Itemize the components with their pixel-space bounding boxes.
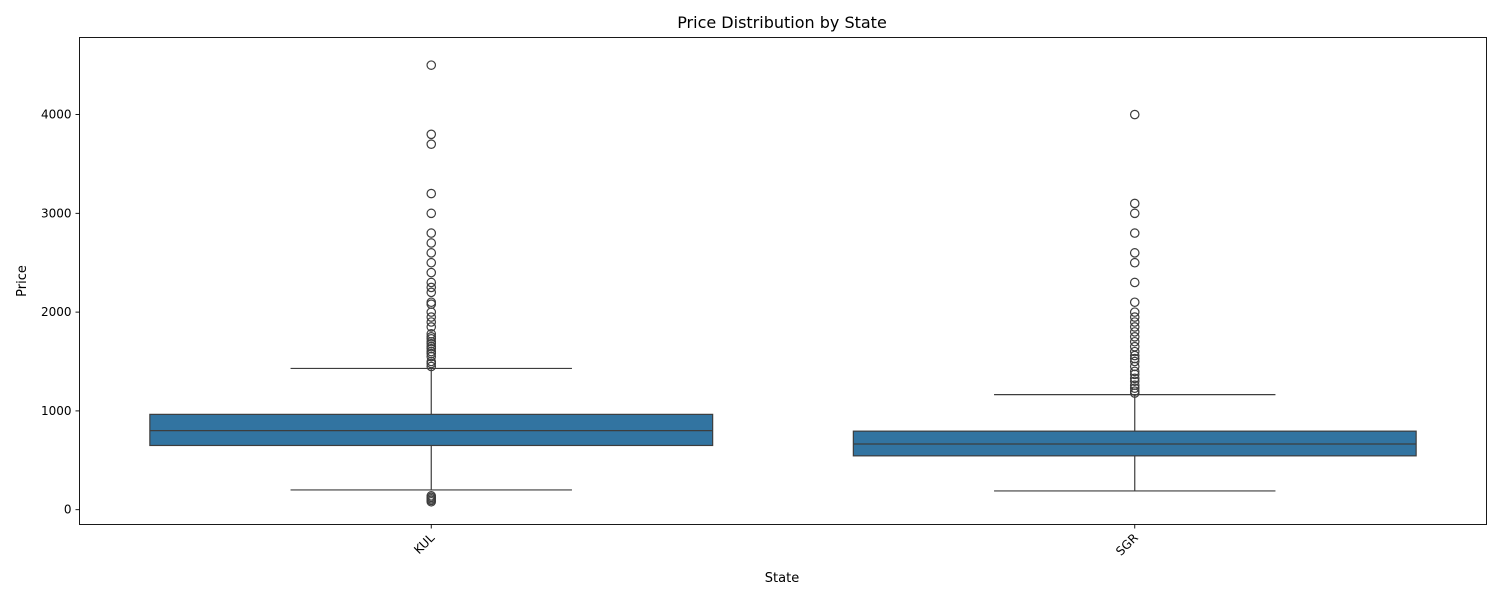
outlier-point [426,329,437,339]
outlier-point [426,60,437,70]
outlier-point [1129,356,1140,367]
outlier-point [1129,346,1140,357]
outlier-point [426,277,437,288]
outlier-point [1129,366,1140,377]
chart-title: Price Distribution by State [677,13,887,32]
outlier-point [1129,361,1140,372]
plot-frame [79,37,1487,525]
y-tick-label: 3000 [41,206,72,220]
box-group-kul [149,60,714,507]
outlier-point [426,361,437,372]
outlier-point [426,307,437,317]
y-tick-label: 4000 [41,108,72,122]
outlier-point [426,208,437,219]
outlier-point [1129,208,1140,219]
outlier-point [426,228,437,238]
x-tick-label: KUL [411,530,437,556]
outlier-point [1129,327,1140,337]
outlier-point [426,248,437,258]
outlier-point [1129,383,1140,393]
y-axis-label: Price [15,265,30,297]
outlier-point [426,287,437,298]
outlier-point [426,317,437,327]
outlier-point [426,267,437,278]
outlier-point [426,188,437,199]
outlier-point [426,322,437,332]
outlier-point [1129,109,1140,120]
outlier-point [426,332,437,342]
y-tick-label: 0 [64,503,72,517]
outlier-point [1129,386,1140,396]
outlier-point [426,139,437,149]
outlier-point [1129,198,1140,209]
outlier-point [1129,336,1140,347]
outlier-point [426,257,437,268]
outlier-point [1129,297,1140,308]
x-axis: KUL SGR [411,524,1141,559]
outlier-point [426,356,437,367]
plot-content [149,60,1417,507]
outlier-point [1129,307,1140,317]
outlier-point [1129,373,1140,384]
outlier-point [426,312,437,322]
outlier-point [1129,376,1140,387]
outlier-point [1129,380,1140,391]
x-axis-label: State [765,571,799,586]
outlier-point [426,491,437,501]
outlier-point [1129,341,1140,352]
y-axis: 0 1000 2000 3000 4000 [41,108,80,517]
outlier-point [1129,353,1140,364]
outlier-point [1129,322,1140,332]
y-tick-label: 2000 [41,305,72,319]
box-group-sgr [852,109,1417,492]
iqr-box [149,413,714,447]
outlier-point [426,238,437,248]
outlier-point [426,282,437,293]
outlier-point [1129,332,1140,342]
outlier-point [426,299,437,310]
x-tick-label: SGR [1113,531,1141,559]
outlier-point [426,129,437,140]
outlier-point [426,297,437,308]
outlier-point [1129,277,1140,288]
outlier-point [1129,317,1140,327]
outlier-point [1129,248,1140,258]
outlier-point [1129,228,1140,238]
y-tick-label: 1000 [41,404,72,418]
outlier-point [1129,257,1140,268]
outlier-point [1129,312,1140,322]
